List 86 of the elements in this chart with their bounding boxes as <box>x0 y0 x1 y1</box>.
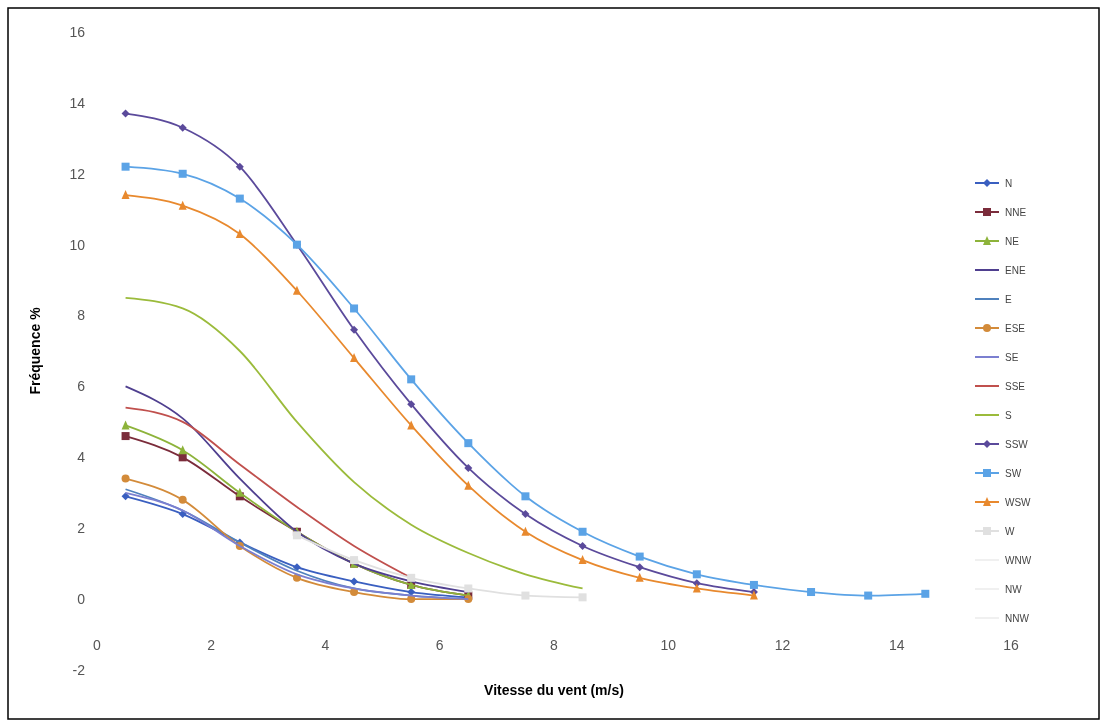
point <box>350 325 359 334</box>
y-axis-title: Fréquence % <box>27 306 43 395</box>
point <box>578 593 587 602</box>
y-tick-label: 10 <box>69 236 86 253</box>
x-axis-title: Vitesse du vent (m/s) <box>484 682 624 698</box>
point <box>235 487 244 497</box>
point <box>921 589 930 598</box>
legend-label: ENE <box>1005 264 1026 276</box>
point <box>121 162 130 171</box>
x-tick-label: 16 <box>1003 636 1019 653</box>
point <box>578 527 587 536</box>
point <box>178 445 187 455</box>
point <box>178 123 187 132</box>
point <box>178 169 187 178</box>
legend-label: SE <box>1005 351 1019 363</box>
x-tick-label: 2 <box>207 636 216 653</box>
point <box>292 531 301 540</box>
y-tick-label: 8 <box>77 307 86 324</box>
point <box>407 375 416 384</box>
legend-label: SSE <box>1005 380 1026 392</box>
legend-label: SW <box>1005 467 1022 479</box>
legend-label: WSW <box>1005 496 1032 508</box>
point <box>464 463 473 472</box>
point <box>178 495 187 504</box>
point <box>121 109 130 118</box>
x-tick-label: 4 <box>321 636 330 653</box>
x-tick-label: 14 <box>888 636 905 653</box>
line-series <box>124 296 584 590</box>
point <box>350 353 359 363</box>
point <box>350 304 359 313</box>
point <box>635 572 644 582</box>
legend-label: E <box>1005 293 1012 305</box>
legend-label: ESE <box>1005 322 1026 334</box>
point <box>121 474 130 483</box>
point <box>121 190 130 200</box>
point <box>521 492 530 501</box>
y-tick-label: 14 <box>69 94 86 111</box>
y-tick-label: 6 <box>77 378 86 395</box>
y-tick-label: 4 <box>77 449 86 466</box>
point <box>635 563 644 572</box>
point <box>807 588 816 597</box>
point <box>464 439 473 448</box>
point <box>407 420 416 430</box>
legend-label: NW <box>1005 583 1023 595</box>
y-tick-label: 2 <box>77 520 86 537</box>
x-tick-label: 8 <box>550 636 559 653</box>
point <box>121 492 130 501</box>
point <box>521 510 530 519</box>
point <box>292 285 301 295</box>
point <box>407 573 416 582</box>
point <box>578 555 587 565</box>
legend-label: NE <box>1005 235 1020 247</box>
point <box>235 162 244 171</box>
point <box>521 526 530 536</box>
point <box>864 591 873 600</box>
legend-label: S <box>1005 409 1012 421</box>
point <box>350 577 359 586</box>
x-tick-label: 10 <box>660 636 677 653</box>
point <box>521 591 530 600</box>
point <box>121 432 130 441</box>
legend-label: WNW <box>1005 554 1032 566</box>
legend-label: N <box>1005 177 1013 189</box>
y-tick-label: 0 <box>77 591 86 608</box>
legend-label: W <box>1005 525 1015 537</box>
point <box>464 480 473 490</box>
point <box>178 510 187 519</box>
point <box>464 584 473 593</box>
x-tick-label: 12 <box>774 636 791 653</box>
y-tick-label: -2 <box>72 661 86 678</box>
point <box>692 570 701 579</box>
point <box>407 400 416 409</box>
legend-label: NNW <box>1005 612 1030 624</box>
legend-label: SSW <box>1005 438 1029 450</box>
point <box>235 229 244 239</box>
point <box>635 552 644 561</box>
point <box>235 194 244 203</box>
x-tick-label: 0 <box>93 636 102 653</box>
legend-label: NNE <box>1005 206 1027 218</box>
point <box>578 541 587 550</box>
point <box>749 590 758 600</box>
y-tick-label: 12 <box>69 165 86 182</box>
x-tick-label: 6 <box>435 636 444 653</box>
y-tick-label: 16 <box>69 23 86 40</box>
point <box>749 580 758 589</box>
point <box>292 563 301 572</box>
point <box>178 200 187 210</box>
